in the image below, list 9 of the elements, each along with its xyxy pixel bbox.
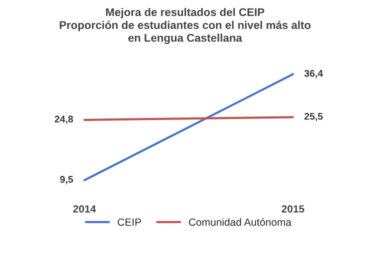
data-label: 36,4: [304, 70, 323, 78]
data-label: 9,5: [60, 176, 74, 184]
data-label: 25,5: [304, 112, 323, 122]
legend-label: CEIP: [118, 218, 141, 226]
data-label: 24,8: [54, 116, 74, 124]
legend-label: Comunidad Autónoma: [188, 218, 292, 226]
x-tick-label: 2015: [282, 205, 304, 213]
chart-title: Mejora de resultados del CEIP Proporción de estudiantes con el nivel más alto en Lengua Castellana: [60, 8, 311, 44]
x-tick-label: 2014: [73, 205, 96, 213]
